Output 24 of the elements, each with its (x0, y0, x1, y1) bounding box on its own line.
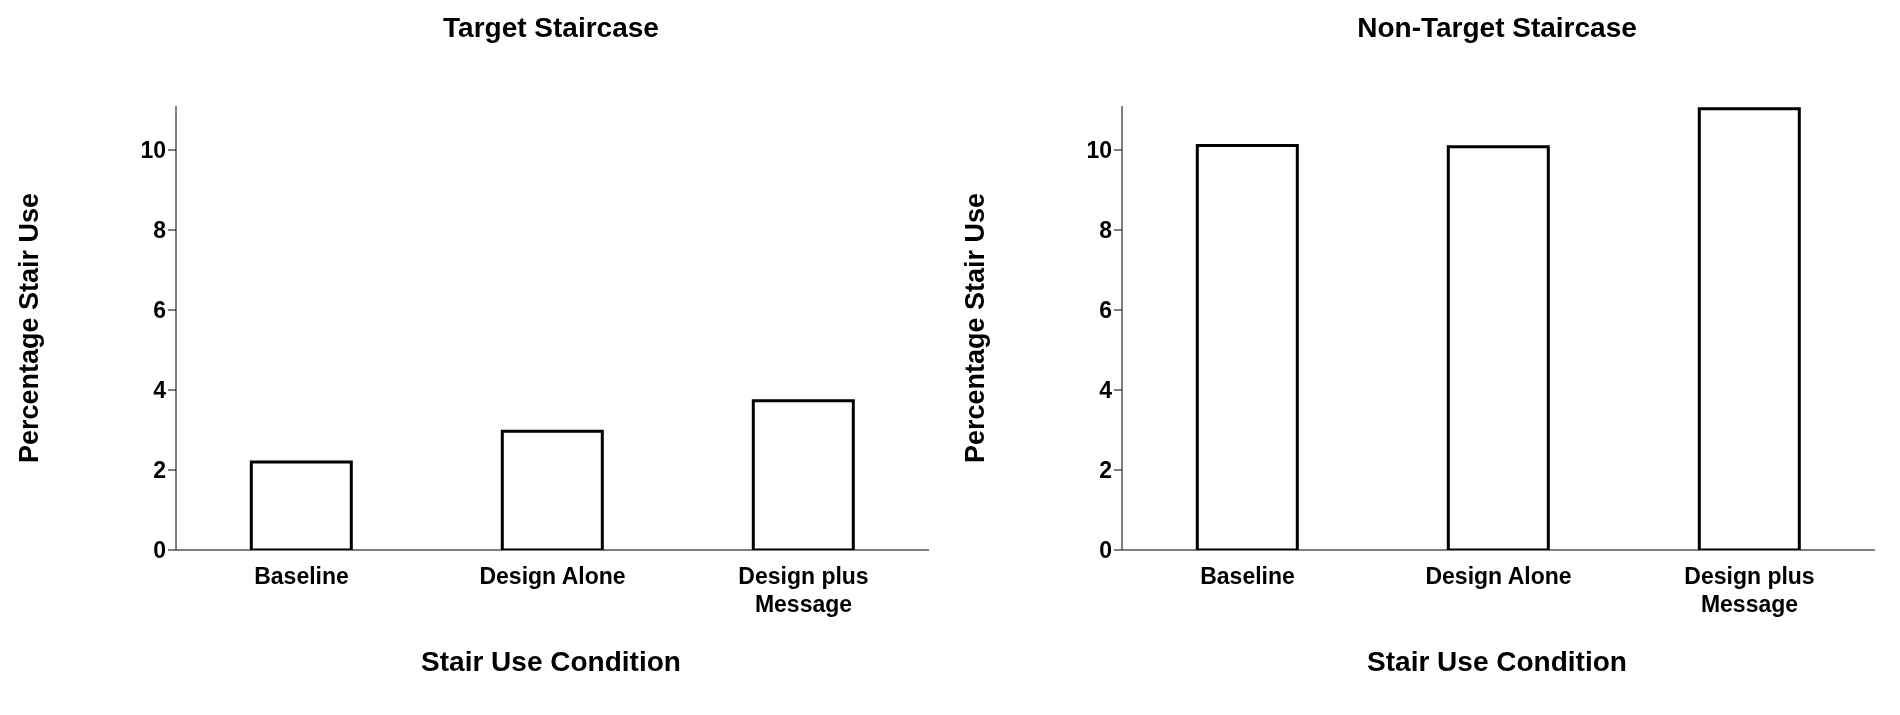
y-tick-label: 10 (1086, 137, 1112, 164)
x-tick-label: Design plus Message (738, 563, 869, 617)
y-tick-label: 8 (153, 217, 167, 244)
x-tick-label: Design Alone (479, 563, 626, 589)
x-tick-label: Design Alone (1425, 563, 1572, 589)
x-axis-title: Stair Use Condition (1366, 645, 1628, 679)
x-tick-label: Baseline (1200, 563, 1295, 589)
y-tick-label: 4 (153, 377, 167, 404)
x-tick-label: Baseline (254, 563, 349, 589)
y-tick-label: 10 (140, 137, 166, 164)
y-tick-label: 8 (1099, 217, 1113, 244)
y-tick-label: 6 (1099, 297, 1112, 324)
y-axis-title: Percentage Stair Use (13, 192, 44, 464)
y-tick-label: 2 (153, 457, 166, 484)
x-tick-label: Design plus Message (1684, 563, 1815, 617)
y-tick-label: 6 (153, 297, 166, 324)
y-tick-label: 4 (1099, 377, 1113, 404)
chart-title: Target Staircase (442, 11, 660, 45)
x-axis-title: Stair Use Condition (420, 645, 682, 679)
y-tick-label: 2 (1099, 457, 1112, 484)
y-tick-label: 0 (1099, 537, 1112, 564)
y-axis-title: Percentage Stair Use (959, 192, 990, 464)
chart-title: Non-Target Staircase (1356, 11, 1638, 45)
y-tick-label: 0 (153, 537, 166, 564)
